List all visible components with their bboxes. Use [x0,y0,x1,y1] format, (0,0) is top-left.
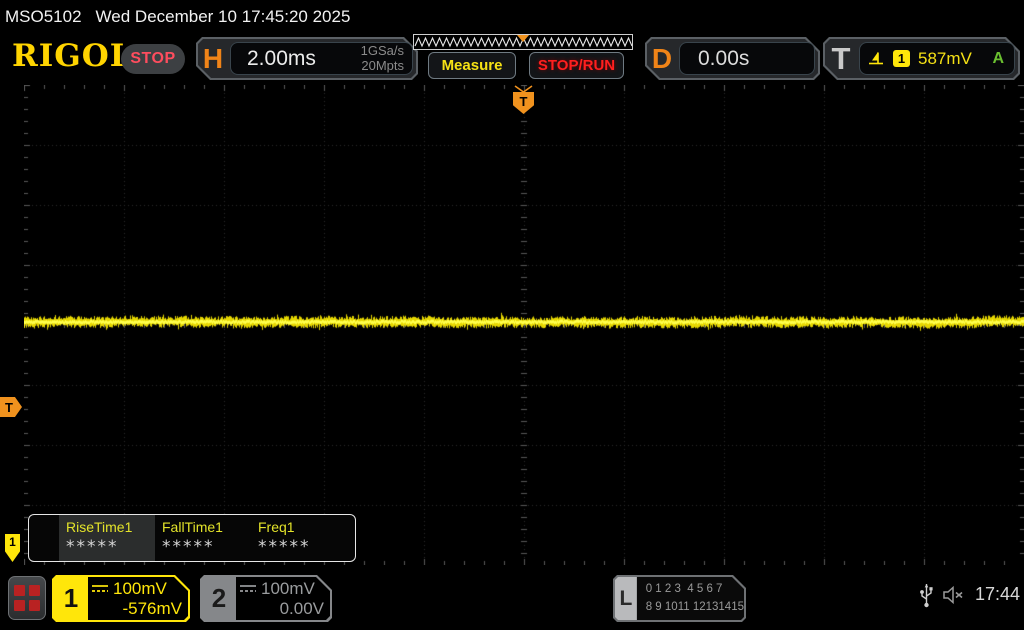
strip-trigger-position-icon[interactable] [517,35,529,42]
dc-coupling-icon [92,585,108,592]
memory-depth: 20Mpts [361,57,404,73]
timebase-box[interactable]: 2.00ms 1GSa/s 20Mpts [230,42,413,75]
header-bar: RIGOL STOP H 2.00ms 1GSa/s 20Mpts [0,33,1024,85]
sample-rate: 1GSa/s [360,42,404,58]
channel1-scale: 100mV [113,578,167,598]
logic-channels-pill[interactable]: L 0 1 2 3 4 5 6 7 8 9 1011 12131415 [613,575,746,622]
measure-button[interactable]: Measure [428,52,516,79]
measurement-results-panel[interactable]: RiseTime1 ***** FallTime1 ***** Freq1 **… [28,514,356,562]
status-bar: MSO5102 Wed December 10 17:45:20 2025 [0,0,1024,33]
trigger-position-flag[interactable]: T [513,92,534,114]
sample-rate-block: 1GSa/s 20Mpts [360,42,404,74]
red-square [29,600,40,611]
delay-label: D [651,42,673,74]
rising-edge-trigger-icon [869,52,883,65]
logic-channel-list: 0 1 2 3 4 5 6 7 8 9 1011 12131415 [637,577,744,620]
measurement-item-risetime[interactable]: RiseTime1 ***** [59,515,155,561]
red-square [14,600,25,611]
logic-row-2: 8 9 1011 12131415 [645,600,744,613]
measurement-item-falltime[interactable]: FallTime1 ***** [155,515,251,561]
measurement-item-freq[interactable]: Freq1 ***** [251,515,347,561]
trigger-position-marker[interactable]: T [513,85,534,114]
red-square [14,585,25,596]
timebase-value: 2.00ms [247,46,316,70]
acquisition-status-badge: STOP [121,44,185,74]
system-tray: 17:44 [920,581,1020,608]
trigger-chevron-icon [514,85,533,93]
waveform-overview-strip[interactable] [413,34,633,50]
channel1-number: 1 [54,577,88,620]
graticule-area[interactable]: T T 1 RiseTime1 ***** FallTime1 ***** Fr… [0,85,1024,565]
speaker-muted-icon[interactable] [942,585,966,605]
trigger-label: T [831,40,851,76]
horizontal-label: H [202,42,224,74]
app-grid-icon[interactable] [8,576,46,620]
delay-panel[interactable]: D 0.00s [645,37,820,80]
measurement-label: Freq1 [258,519,295,535]
trigger-panel[interactable]: T 1 587mV A [823,37,1020,80]
measurement-value: ***** [258,537,311,557]
channel1-offset: -576mV [122,598,182,618]
rigol-logo: RIGOL [12,38,133,74]
red-square [29,585,40,596]
stop-run-button[interactable]: STOP/RUN [529,52,624,79]
horizontal-panel[interactable]: H 2.00ms 1GSa/s 20Mpts [196,37,418,80]
bottom-bar: 1 100mV -576mV [0,565,1024,630]
channel2-offset: 0.00V [279,598,324,618]
trigger-level-value: 587mV [918,48,972,68]
clock-text: 17:44 [974,584,1020,604]
channel2-number: 2 [202,577,236,620]
trigger-source-badge: 1 [893,50,910,67]
delay-box[interactable]: 0.00s [679,42,815,75]
channel2-scale: 100mV [261,578,315,598]
channel1-pill[interactable]: 1 100mV -576mV [52,575,190,622]
measurement-value: ***** [162,537,215,557]
datetime-text: Wed December 10 17:45:20 2025 [95,6,351,26]
trigger-box[interactable]: 1 587mV A [859,42,1015,75]
dc-coupling-icon [240,585,256,592]
measurement-label: FallTime1 [162,519,223,535]
usb-icon [920,584,933,608]
waveform-display[interactable] [24,85,1024,565]
measurement-label: RiseTime1 [66,519,133,535]
channel2-pill[interactable]: 2 100mV 0.00V [200,575,332,622]
trigger-level-marker[interactable]: T [0,397,22,417]
channel1-ground-marker[interactable]: 1 [5,534,20,562]
model-name: MSO5102 [5,6,82,26]
logic-row-1: 0 1 2 3 4 5 6 7 [645,583,723,596]
trigger-mode-auto: A [992,49,1004,67]
logic-label: L [615,577,637,620]
measurement-value: ***** [66,537,119,557]
delay-value: 0.00s [698,46,750,70]
